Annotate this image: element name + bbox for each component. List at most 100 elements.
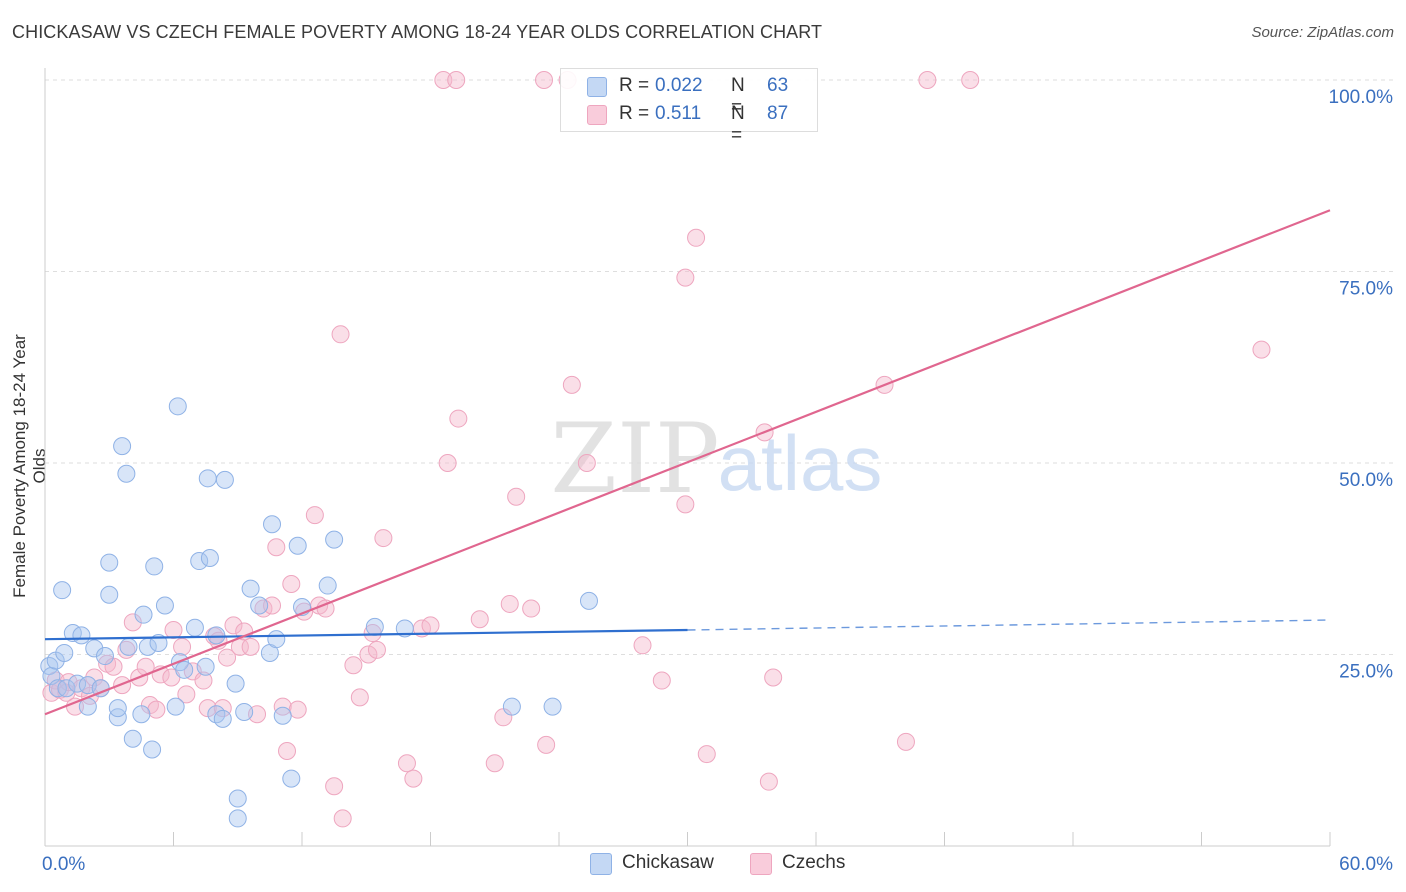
chickasaw-point <box>100 585 119 604</box>
legend-n-label: N = <box>731 75 745 118</box>
chickasaw-point <box>207 705 226 724</box>
czechs-point <box>267 538 286 557</box>
chickasaw-point <box>365 617 384 636</box>
czechs-point <box>224 616 243 635</box>
chart-source: Source: ZipAtlas.com <box>1251 24 1394 41</box>
czechs-point <box>359 645 378 664</box>
czechs-point <box>123 613 142 632</box>
chickasaw-point <box>273 706 292 725</box>
czechs-point <box>282 575 301 594</box>
tick-labels: 25.0% 50.0% 75.0% 100.0% 0.0% 60.0% <box>42 87 1393 875</box>
chickasaw-point <box>263 515 282 534</box>
chickasaw-point <box>166 697 185 716</box>
chickasaw-point <box>200 548 219 567</box>
x-tick-label: 0.0% <box>42 854 85 875</box>
chickasaw-point <box>108 708 127 727</box>
czechs-point <box>147 700 166 719</box>
chickasaw-point <box>72 626 91 645</box>
chickasaw-point <box>53 581 72 600</box>
czechs-point <box>367 640 386 659</box>
y-tick-label: 75.0% <box>1339 279 1393 300</box>
chickasaw-point <box>543 697 562 716</box>
chickasaw-trend-line <box>44 628 688 641</box>
chickasaw-point <box>123 729 142 748</box>
bottom-legend-swatch-chickasaw <box>590 853 612 875</box>
chickasaw-point <box>113 437 132 456</box>
czechs-point <box>288 700 307 719</box>
chickasaw-point <box>228 789 247 808</box>
czechs-point <box>537 735 556 754</box>
czechs-point <box>278 742 297 761</box>
trend-lines <box>44 209 1331 716</box>
legend-r-value: 0.022 <box>655 75 703 96</box>
czechs-point <box>507 487 526 506</box>
chickasaw-point <box>226 674 245 693</box>
czechs-point <box>344 656 363 675</box>
czechs-point <box>485 754 504 773</box>
czechs-point <box>374 529 393 548</box>
chickasaw-point <box>155 596 174 615</box>
watermark: ZIP atlas <box>550 403 882 515</box>
czechs-point <box>333 809 352 828</box>
chickasaw-points <box>40 397 598 828</box>
czechs-point <box>449 409 468 428</box>
czechs-point <box>331 325 350 344</box>
czechs-point <box>241 637 260 656</box>
czechs-point <box>652 671 671 690</box>
czechs-point <box>397 754 416 773</box>
chickasaw-point <box>134 605 153 624</box>
legend-n-value: 63 <box>767 75 789 96</box>
legend-swatch-czechs <box>587 105 607 125</box>
legend-r-value: 0.511 <box>655 103 702 124</box>
czechs-point <box>177 685 196 704</box>
chickasaw-point <box>288 536 307 555</box>
watermark-atlas: atlas <box>718 419 883 507</box>
chickasaw-point <box>395 619 414 638</box>
chickasaw-point <box>132 705 151 724</box>
czechs-point <box>676 268 695 287</box>
legend-n-label: N = <box>731 103 745 146</box>
czechs-point <box>194 671 213 690</box>
czechs-point <box>447 71 466 89</box>
y-tick-label: 100.0% <box>1329 87 1394 108</box>
chickasaw-point <box>196 657 215 676</box>
chickasaw-point <box>282 769 301 788</box>
chickasaw-point <box>145 557 164 576</box>
chickasaw-point <box>149 634 168 653</box>
czechs-point <box>896 732 915 751</box>
legend-n-value: 87 <box>767 103 789 124</box>
chickasaw-point <box>95 647 114 666</box>
czechs-point <box>961 71 980 89</box>
czechs-point <box>918 71 937 89</box>
czechs-point <box>404 769 423 788</box>
czechs-point <box>535 71 554 89</box>
chickasaw-point <box>143 740 162 759</box>
bottom-legend-label-czechs: Czechs <box>782 852 846 873</box>
chickasaw-point <box>502 697 521 716</box>
chickasaw-point <box>318 576 337 595</box>
chart-title: CHICKASAW VS CZECH FEMALE POVERTY AMONG … <box>12 22 823 42</box>
czechs-point <box>438 454 457 472</box>
chickasaw-point <box>119 637 138 656</box>
czechs-point <box>522 599 541 618</box>
czechs-point <box>164 620 183 639</box>
watermark-zip: ZIP <box>550 403 719 515</box>
chickasaw-point <box>175 660 194 679</box>
bottom-legend-label-chickasaw: Chickasaw <box>622 852 714 873</box>
chickasaw-point <box>185 618 204 637</box>
czechs-point <box>421 616 440 635</box>
czechs-point <box>676 495 695 514</box>
chickasaw-point <box>213 709 232 728</box>
chickasaw-point <box>168 397 187 416</box>
chickasaw-point <box>325 530 344 549</box>
chickasaw-trend-extension <box>687 619 1331 631</box>
chickasaw-point <box>57 679 76 698</box>
czechs-point <box>305 506 324 525</box>
czechs-point <box>325 777 344 796</box>
czechs-point <box>764 668 783 687</box>
legend-r-label: R = <box>619 103 655 124</box>
chickasaw-point <box>579 591 598 610</box>
chickasaw-point <box>85 639 104 658</box>
chickasaw-point <box>228 809 247 828</box>
